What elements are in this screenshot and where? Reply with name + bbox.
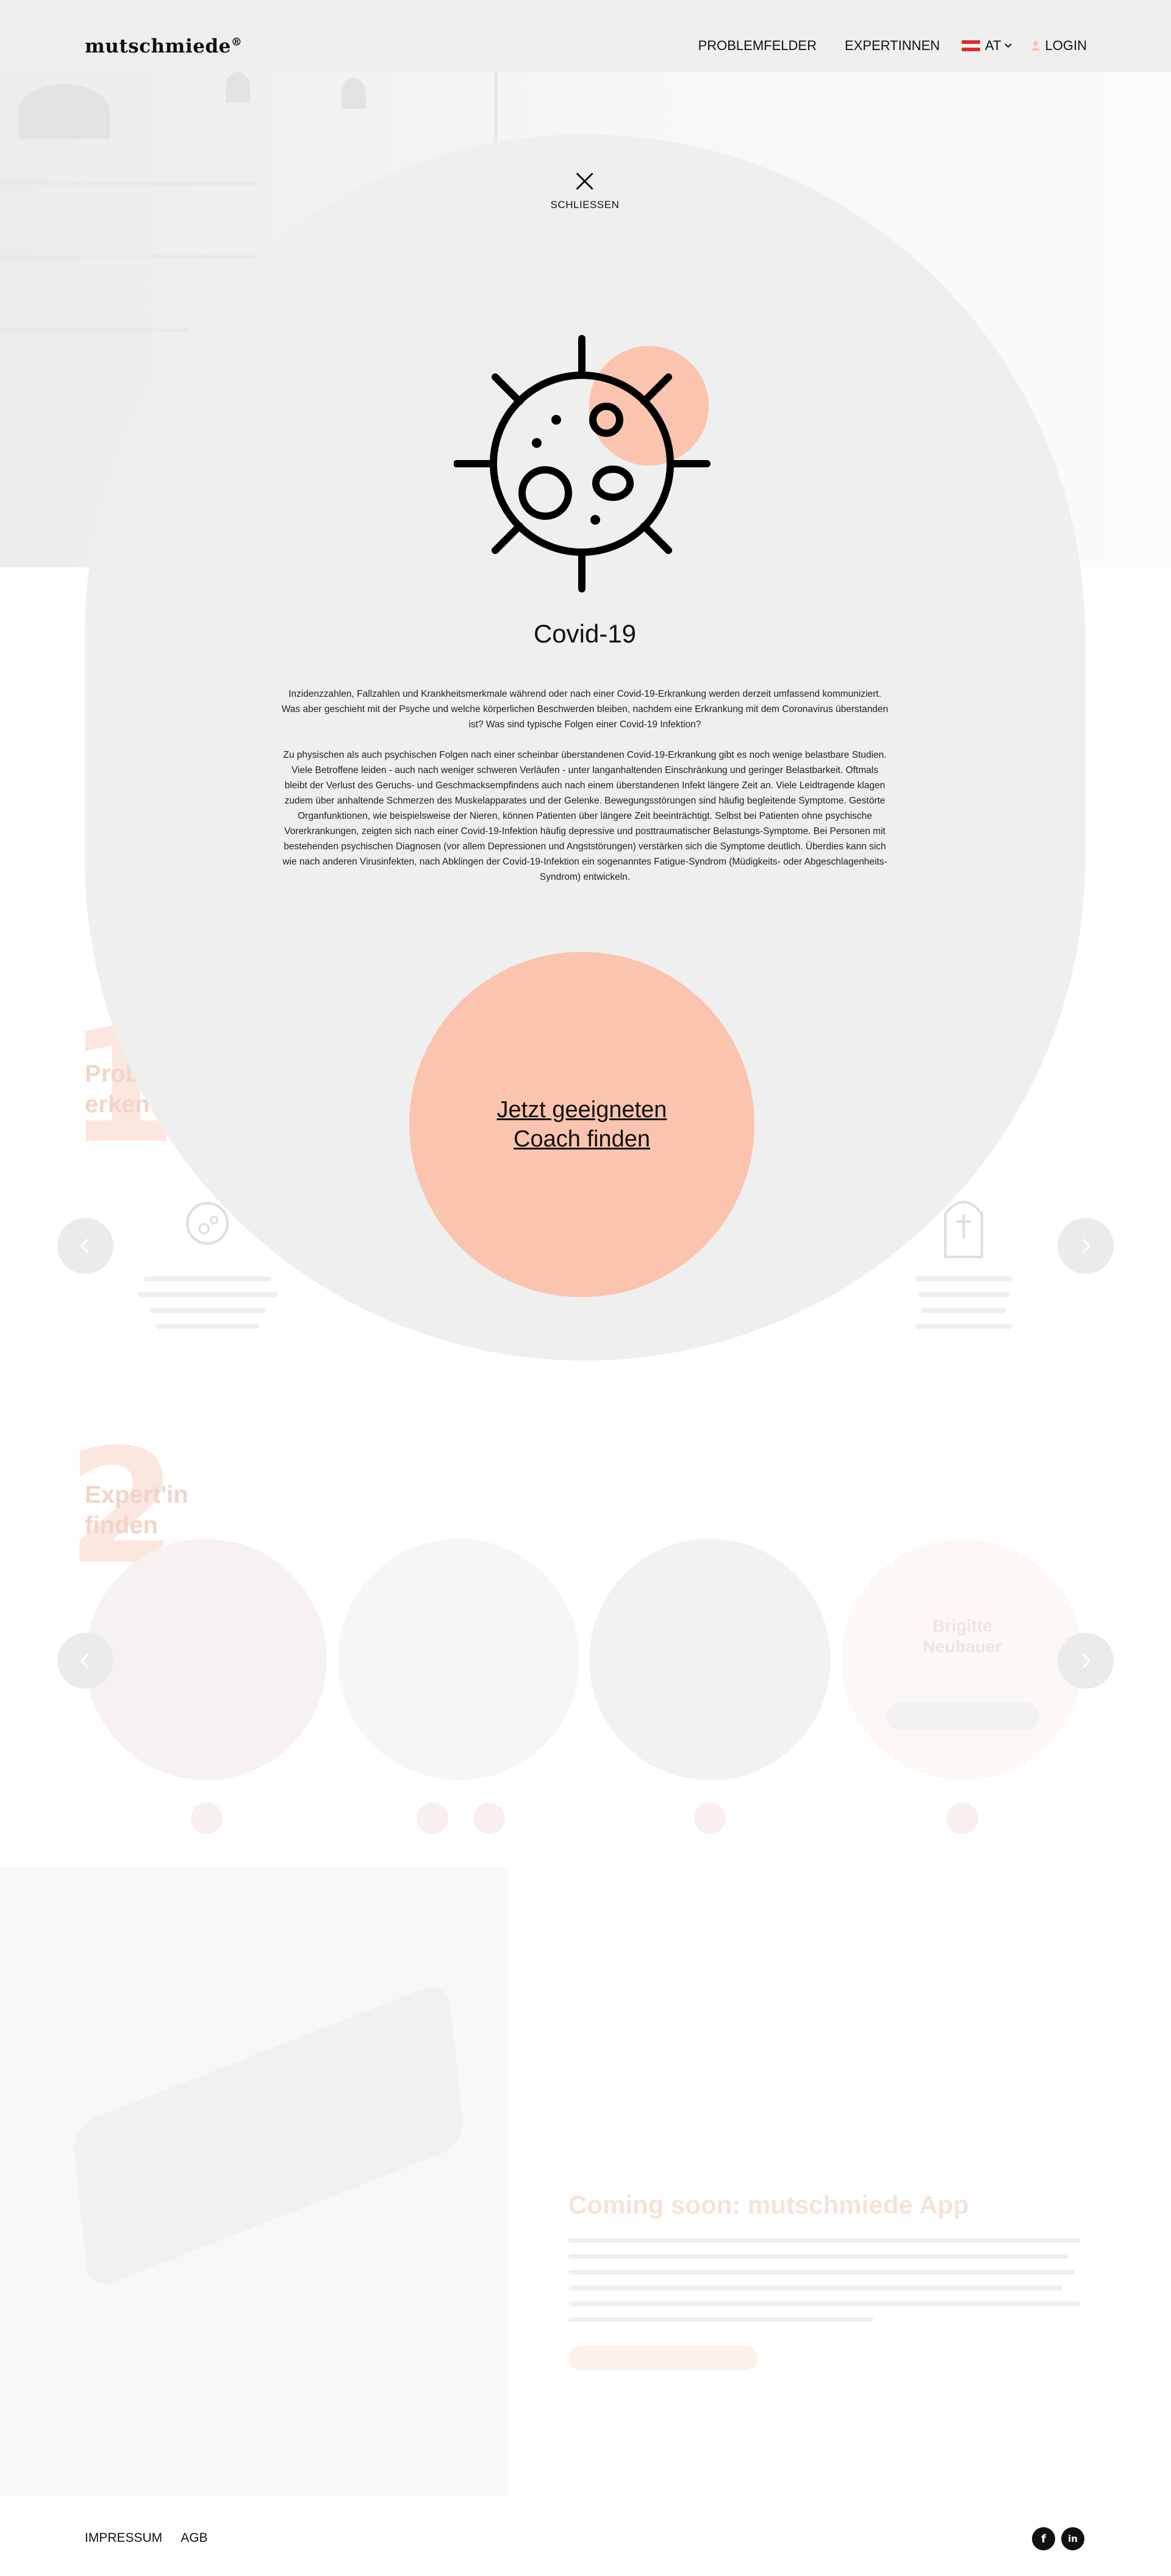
expert-flag-icon bbox=[417, 1802, 448, 1834]
section-2-heading-line1: Expert'in bbox=[85, 1481, 188, 1508]
expert-card-3[interactable] bbox=[589, 1539, 831, 1780]
app-text-placeholder bbox=[568, 2270, 1075, 2275]
section-1-heading: Prob erken bbox=[85, 1059, 150, 1120]
section-2-heading: Expert'in finden bbox=[85, 1480, 188, 1541]
lamp-shape bbox=[342, 78, 366, 109]
problem-carousel-next-button[interactable] bbox=[1058, 1218, 1114, 1274]
nav-problemfelder[interactable]: PROBLEMFELDER bbox=[698, 38, 817, 53]
expert-card-4[interactable] bbox=[842, 1539, 1083, 1780]
chevron-right-icon bbox=[1082, 1653, 1091, 1669]
lamp-shape bbox=[226, 72, 250, 103]
problem-text-placeholder bbox=[149, 1308, 265, 1313]
virus-small-icon bbox=[185, 1201, 229, 1245]
expert-flag-icon bbox=[694, 1802, 726, 1834]
linkedin-icon[interactable]: in bbox=[1061, 2527, 1084, 2550]
problem-text-placeholder bbox=[137, 1292, 278, 1297]
language-selector[interactable]: AT bbox=[962, 38, 1012, 54]
description-paragraph-2: Zu physischen als auch psychischen Folge… bbox=[282, 750, 887, 882]
expert-flag-icon bbox=[473, 1802, 505, 1834]
app-text-placeholder bbox=[568, 2286, 1062, 2290]
main-nav: PROBLEMFELDER EXPERTINNEN AT LOGIN bbox=[670, 38, 1087, 54]
expert-flag-icon bbox=[947, 1802, 978, 1834]
gravestone-icon bbox=[944, 1201, 983, 1258]
expert-carousel-next-button[interactable] bbox=[1058, 1633, 1114, 1689]
close-label: SCHLIESSEN bbox=[550, 199, 620, 210]
problem-text-placeholder bbox=[156, 1324, 259, 1329]
login-button[interactable]: LOGIN bbox=[1031, 38, 1087, 54]
shelf-line bbox=[0, 255, 281, 259]
expert-flag-icon bbox=[191, 1802, 223, 1834]
find-coach-button[interactable]: Jetzt geeigneten Coach finden bbox=[409, 952, 754, 1297]
problem-text-placeholder bbox=[143, 1276, 271, 1281]
problem-detail-modal: SCHLIESSEN Covid-19 bbox=[85, 134, 1085, 1361]
site-header: mutschmiede® PROBLEMFELDER EXPERTINNEN A… bbox=[0, 0, 1171, 72]
app-text-placeholder bbox=[568, 2301, 1081, 2306]
shelf-line bbox=[0, 182, 256, 185]
facebook-icon[interactable]: f bbox=[1032, 2527, 1055, 2550]
logo-registered-mark: ® bbox=[231, 35, 243, 49]
logo-text: mutschmiede bbox=[85, 35, 231, 57]
app-promo-title: Coming soon: mutschmiede App bbox=[568, 2190, 969, 2219]
chevron-right-icon bbox=[1082, 1238, 1091, 1254]
language-label: AT bbox=[985, 38, 1001, 53]
expert-card-2[interactable] bbox=[338, 1539, 579, 1780]
modal-title: Covid-19 bbox=[533, 619, 637, 648]
virus-icon-wrap bbox=[453, 329, 722, 598]
problem-text-placeholder bbox=[915, 1324, 1012, 1329]
section-2-heading-line2: finden bbox=[85, 1512, 158, 1539]
chevron-left-icon bbox=[80, 1238, 89, 1254]
shelf-line bbox=[0, 328, 305, 332]
app-text-placeholder bbox=[568, 2254, 1069, 2259]
logo[interactable]: mutschmiede® bbox=[85, 35, 242, 57]
person-icon bbox=[1031, 41, 1040, 51]
footer-link-agb[interactable]: AGB bbox=[181, 2531, 208, 2545]
expert-name-line2: Neubauer bbox=[923, 1637, 1002, 1656]
expert-carousel-prev-button[interactable] bbox=[57, 1633, 113, 1689]
expert-name: Brigitte Neubauer bbox=[842, 1616, 1083, 1657]
expert-name-line1: Brigitte bbox=[933, 1616, 992, 1635]
section-1-heading-line2: erken bbox=[85, 1091, 150, 1118]
footer-link-impressum[interactable]: IMPRESSUM bbox=[85, 2531, 163, 2545]
chevron-left-icon bbox=[80, 1653, 89, 1669]
lamp-shape bbox=[18, 84, 110, 139]
chevron-down-icon bbox=[1004, 43, 1012, 48]
problem-carousel-prev-button[interactable] bbox=[57, 1218, 113, 1274]
nav-expertinnen[interactable]: EXPERTINNEN bbox=[844, 38, 940, 53]
expert-card-1[interactable] bbox=[85, 1539, 327, 1780]
expert-profile-button[interactable] bbox=[886, 1702, 1039, 1730]
app-signup-button[interactable] bbox=[568, 2346, 757, 2370]
app-text-placeholder bbox=[568, 2317, 873, 2322]
find-coach-label: Jetzt geeigneten Coach finden bbox=[496, 1097, 667, 1152]
login-label: LOGIN bbox=[1045, 38, 1087, 53]
close-button[interactable]: SCHLIESSEN bbox=[551, 171, 620, 211]
footer-links: IMPRESSUM AGB bbox=[85, 2531, 208, 2545]
problem-text-placeholder bbox=[918, 1292, 1009, 1297]
close-icon bbox=[576, 172, 594, 190]
modal-description: Inzidenzzahlen, Fallzahlen und Krankheit… bbox=[280, 686, 890, 900]
app-text-placeholder bbox=[568, 2238, 1081, 2243]
social-links: f in bbox=[1032, 2527, 1084, 2550]
problem-text-placeholder bbox=[921, 1308, 1006, 1313]
site-footer: IMPRESSUM AGB f in bbox=[0, 2495, 1171, 2576]
problem-text-placeholder bbox=[915, 1276, 1012, 1281]
virus-icon bbox=[453, 335, 711, 592]
description-paragraph-1: Inzidenzzahlen, Fallzahlen und Krankheit… bbox=[281, 689, 889, 730]
austria-flag-icon bbox=[962, 40, 981, 51]
